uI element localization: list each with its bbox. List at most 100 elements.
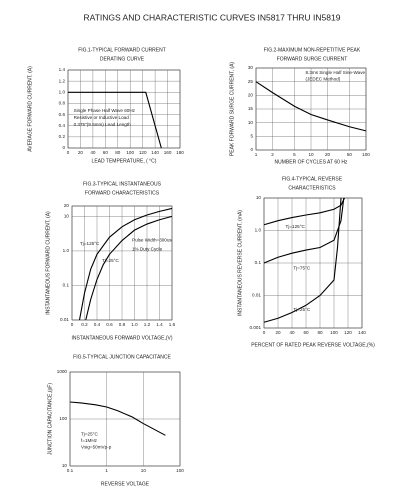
page-title: RATINGS AND CHARACTERISTIC CURVES IN5817…: [84, 12, 341, 22]
y-tick-label: 1.4: [59, 67, 66, 72]
x-axis-label: LEAD TEMPERATURE, ( °C): [92, 158, 157, 164]
x-tick-label: 160: [164, 150, 172, 155]
x-tick-label: 80: [115, 150, 121, 155]
annotation: Tj=25°C: [81, 431, 98, 436]
series-line: [255, 81, 367, 132]
y-tick-label: 30: [248, 65, 254, 70]
x-tick-label: 40: [289, 330, 295, 335]
x-tick-label: 40: [90, 150, 96, 155]
y-tick-label: 10: [256, 195, 262, 200]
y-tick-label: 100: [59, 416, 67, 421]
series-line: [78, 207, 173, 321]
series-label: Tj=125°C: [80, 241, 100, 246]
x-tick-label: 20: [78, 150, 84, 155]
x-tick-label: 100: [362, 152, 370, 157]
series-label: Tj=75°C: [293, 265, 310, 270]
annotation: Single Phase Half Wave 60Hz: [74, 108, 136, 113]
annotation: (JEDEC Method): [306, 77, 341, 82]
y-tick-label: 0.001: [250, 325, 262, 330]
x-tick-label: 1.2: [144, 322, 151, 327]
series-line: [85, 215, 173, 321]
annotation: 8.3ms Single Half Sine-Wave: [306, 70, 366, 75]
x-tick-label: 0: [71, 322, 74, 327]
y-tick-label: 0.2: [59, 134, 66, 139]
x-tick-label: 0.4: [94, 322, 101, 327]
x-axis-label: PERCENT OF RATED PEAK REVERSE VOLTAGE,(%…: [251, 342, 375, 348]
series-line: [263, 197, 345, 264]
x-tick-label: 0.2: [81, 322, 88, 327]
chart-title: FIG.2-MAXIMUM NON-REPETITIVE PEAK: [264, 47, 361, 53]
x-tick-label: 20: [325, 152, 331, 157]
y-tick-label: 0.01: [60, 317, 69, 322]
x-tick-label: 0: [67, 150, 70, 155]
annotation: f=1MHz: [81, 438, 98, 443]
x-tick-label: 80: [317, 330, 323, 335]
x-tick-label: 60: [303, 330, 309, 335]
y-tick-label: 1.0: [63, 248, 70, 253]
chart-subtitle: CHARACTERISTICS: [288, 185, 336, 191]
x-tick-label: 0.6: [106, 322, 113, 327]
x-tick-label: 0.1: [67, 468, 74, 473]
y-axis-label: INSTANTANEOUS REVERSE CURRENT, (mA): [237, 210, 243, 316]
y-tick-label: 0.1: [63, 283, 70, 288]
series-line: [263, 197, 345, 226]
x-tick-label: 1.4: [156, 322, 163, 327]
y-axis-label: AVERAGE FORWARD CURRENT, (A): [27, 66, 33, 152]
y-axis-label: PEAK FORWARD SURGE CURRENT, (A): [229, 62, 235, 157]
y-tick-label: 10: [62, 463, 68, 468]
y-tick-label: 10: [64, 214, 70, 219]
y-tick-label: 15: [248, 106, 254, 111]
y-tick-label: 10: [248, 120, 254, 125]
x-tick-label: 1.0: [131, 322, 138, 327]
x-tick-label: 10: [308, 152, 314, 157]
series-line: [69, 401, 166, 436]
series-line: [263, 197, 342, 323]
y-tick-label: 0.6: [59, 112, 66, 117]
y-tick-label: 1.0: [59, 90, 66, 95]
annotation: Pulse Width=300us: [132, 237, 172, 242]
y-tick-label: 0.8: [59, 101, 66, 106]
x-tick-label: 120: [344, 330, 352, 335]
chart-subtitle: FORWARD SURGE CURRENT: [277, 56, 348, 62]
y-tick-label: 1.0: [255, 228, 262, 233]
y-axis-label: INSTANTANEOUS FORWARD CURRENT, (A): [45, 211, 51, 315]
series-label: Tj=25°C: [293, 307, 310, 312]
x-axis-label: REVERSE VOLTAGE: [101, 481, 150, 487]
x-tick-label: 0: [263, 330, 266, 335]
x-tick-label: 120: [139, 150, 147, 155]
y-tick-label: 0.4: [59, 123, 66, 128]
chart-subtitle: DERATING CURVE: [100, 56, 145, 62]
x-tick-label: 0.8: [119, 322, 126, 327]
x-tick-label: 5: [293, 152, 296, 157]
x-tick-label: 1: [255, 152, 258, 157]
x-tick-label: 180: [176, 150, 184, 155]
chart-title: FIG.3-TYPICAL INSTANTANEOUS: [83, 181, 162, 187]
x-tick-label: 1: [105, 468, 108, 473]
x-tick-label: 140: [151, 150, 159, 155]
y-tick-label: 0: [62, 145, 65, 150]
series-label: Tj=125°C: [286, 224, 306, 229]
y-tick-label: 5: [250, 134, 253, 139]
x-tick-label: 1.6: [169, 322, 176, 327]
annotation: Vsig=50mVp-p: [81, 444, 112, 449]
x-tick-label: 10: [141, 468, 147, 473]
y-tick-label: 1000: [57, 369, 68, 374]
y-tick-label: 25: [248, 79, 254, 84]
annotation: 1% Duty Cycle: [132, 247, 163, 252]
x-axis-label: INSTANTANEOUS FORWARD VOLTAGE,(V): [71, 335, 172, 341]
series-label: Tj=25°C: [102, 258, 119, 263]
x-tick-label: 60: [103, 150, 109, 155]
y-tick-label: 0.1: [255, 260, 262, 265]
x-tick-label: 140: [358, 330, 366, 335]
y-tick-label: 20: [248, 93, 254, 98]
y-tick-label: 0: [250, 147, 253, 152]
y-tick-label: 1.2: [59, 78, 66, 83]
annotation: 0.375"(9.5mm) Lead Length: [74, 122, 131, 127]
y-tick-label: 20: [64, 203, 70, 208]
chart-title: FIG.1-TYPICAL FORWARD CURRENT: [78, 47, 166, 53]
x-tick-label: 20: [275, 330, 281, 335]
y-axis-label: JUNCTION CAPACITANCE,(pF): [47, 383, 53, 455]
x-axis-label: NUMBER OF CYCLES AT 60 Hz: [275, 159, 348, 165]
chart-subtitle: FORWARD CHARACTERISTICS: [85, 190, 160, 196]
